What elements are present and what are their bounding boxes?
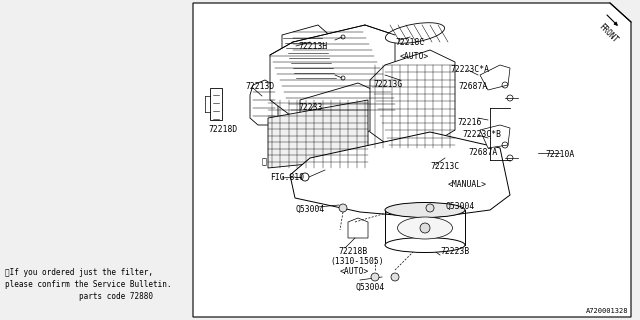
Text: 72687A: 72687A [468,148,497,157]
Text: 72223C*B: 72223C*B [462,130,501,139]
Ellipse shape [385,203,465,218]
Text: parts code 72880: parts code 72880 [5,292,153,301]
Polygon shape [250,80,278,125]
Ellipse shape [397,217,452,239]
Polygon shape [480,125,510,148]
Text: 72223B: 72223B [440,247,469,256]
Text: 72210A: 72210A [545,150,574,159]
Circle shape [426,204,434,212]
Circle shape [420,223,430,233]
Ellipse shape [385,23,445,43]
Text: 72213H: 72213H [298,42,327,51]
Text: A720001328: A720001328 [586,308,628,314]
Polygon shape [290,132,510,218]
Polygon shape [282,25,335,85]
Text: 72223C*A: 72223C*A [450,65,489,74]
Text: Q53004: Q53004 [295,205,324,214]
Text: please confirm the Service Bulletin.: please confirm the Service Bulletin. [5,280,172,289]
Polygon shape [193,3,631,317]
Text: ※: ※ [262,157,267,166]
Text: Q53004: Q53004 [355,283,384,292]
Text: (1310-1505): (1310-1505) [330,257,383,266]
Text: FRONT: FRONT [597,22,620,45]
Circle shape [339,204,347,212]
Text: <MANUAL>: <MANUAL> [448,180,487,189]
Text: 72218C: 72218C [395,38,424,47]
Text: ※If you ordered just the filter,: ※If you ordered just the filter, [5,268,153,277]
Text: FIG.810: FIG.810 [270,173,304,182]
Text: 72233: 72233 [298,103,323,112]
Text: <AUTO>: <AUTO> [340,267,369,276]
Text: 72687A: 72687A [458,82,487,91]
Text: 72213G: 72213G [373,80,403,89]
Text: 72218B: 72218B [338,247,367,256]
Polygon shape [480,65,510,90]
Polygon shape [348,218,368,238]
Ellipse shape [385,237,465,252]
Text: Q53004: Q53004 [445,202,474,211]
Text: 72213C: 72213C [430,162,460,171]
Circle shape [371,273,379,281]
Text: 72218D: 72218D [208,125,237,134]
Text: 72216: 72216 [457,118,481,127]
Circle shape [391,273,399,281]
Polygon shape [370,50,455,148]
Polygon shape [300,83,380,140]
Text: 72213D: 72213D [245,82,275,91]
Polygon shape [270,25,395,115]
Polygon shape [210,88,222,120]
Polygon shape [268,100,368,168]
Text: <AUTO>: <AUTO> [400,52,429,61]
